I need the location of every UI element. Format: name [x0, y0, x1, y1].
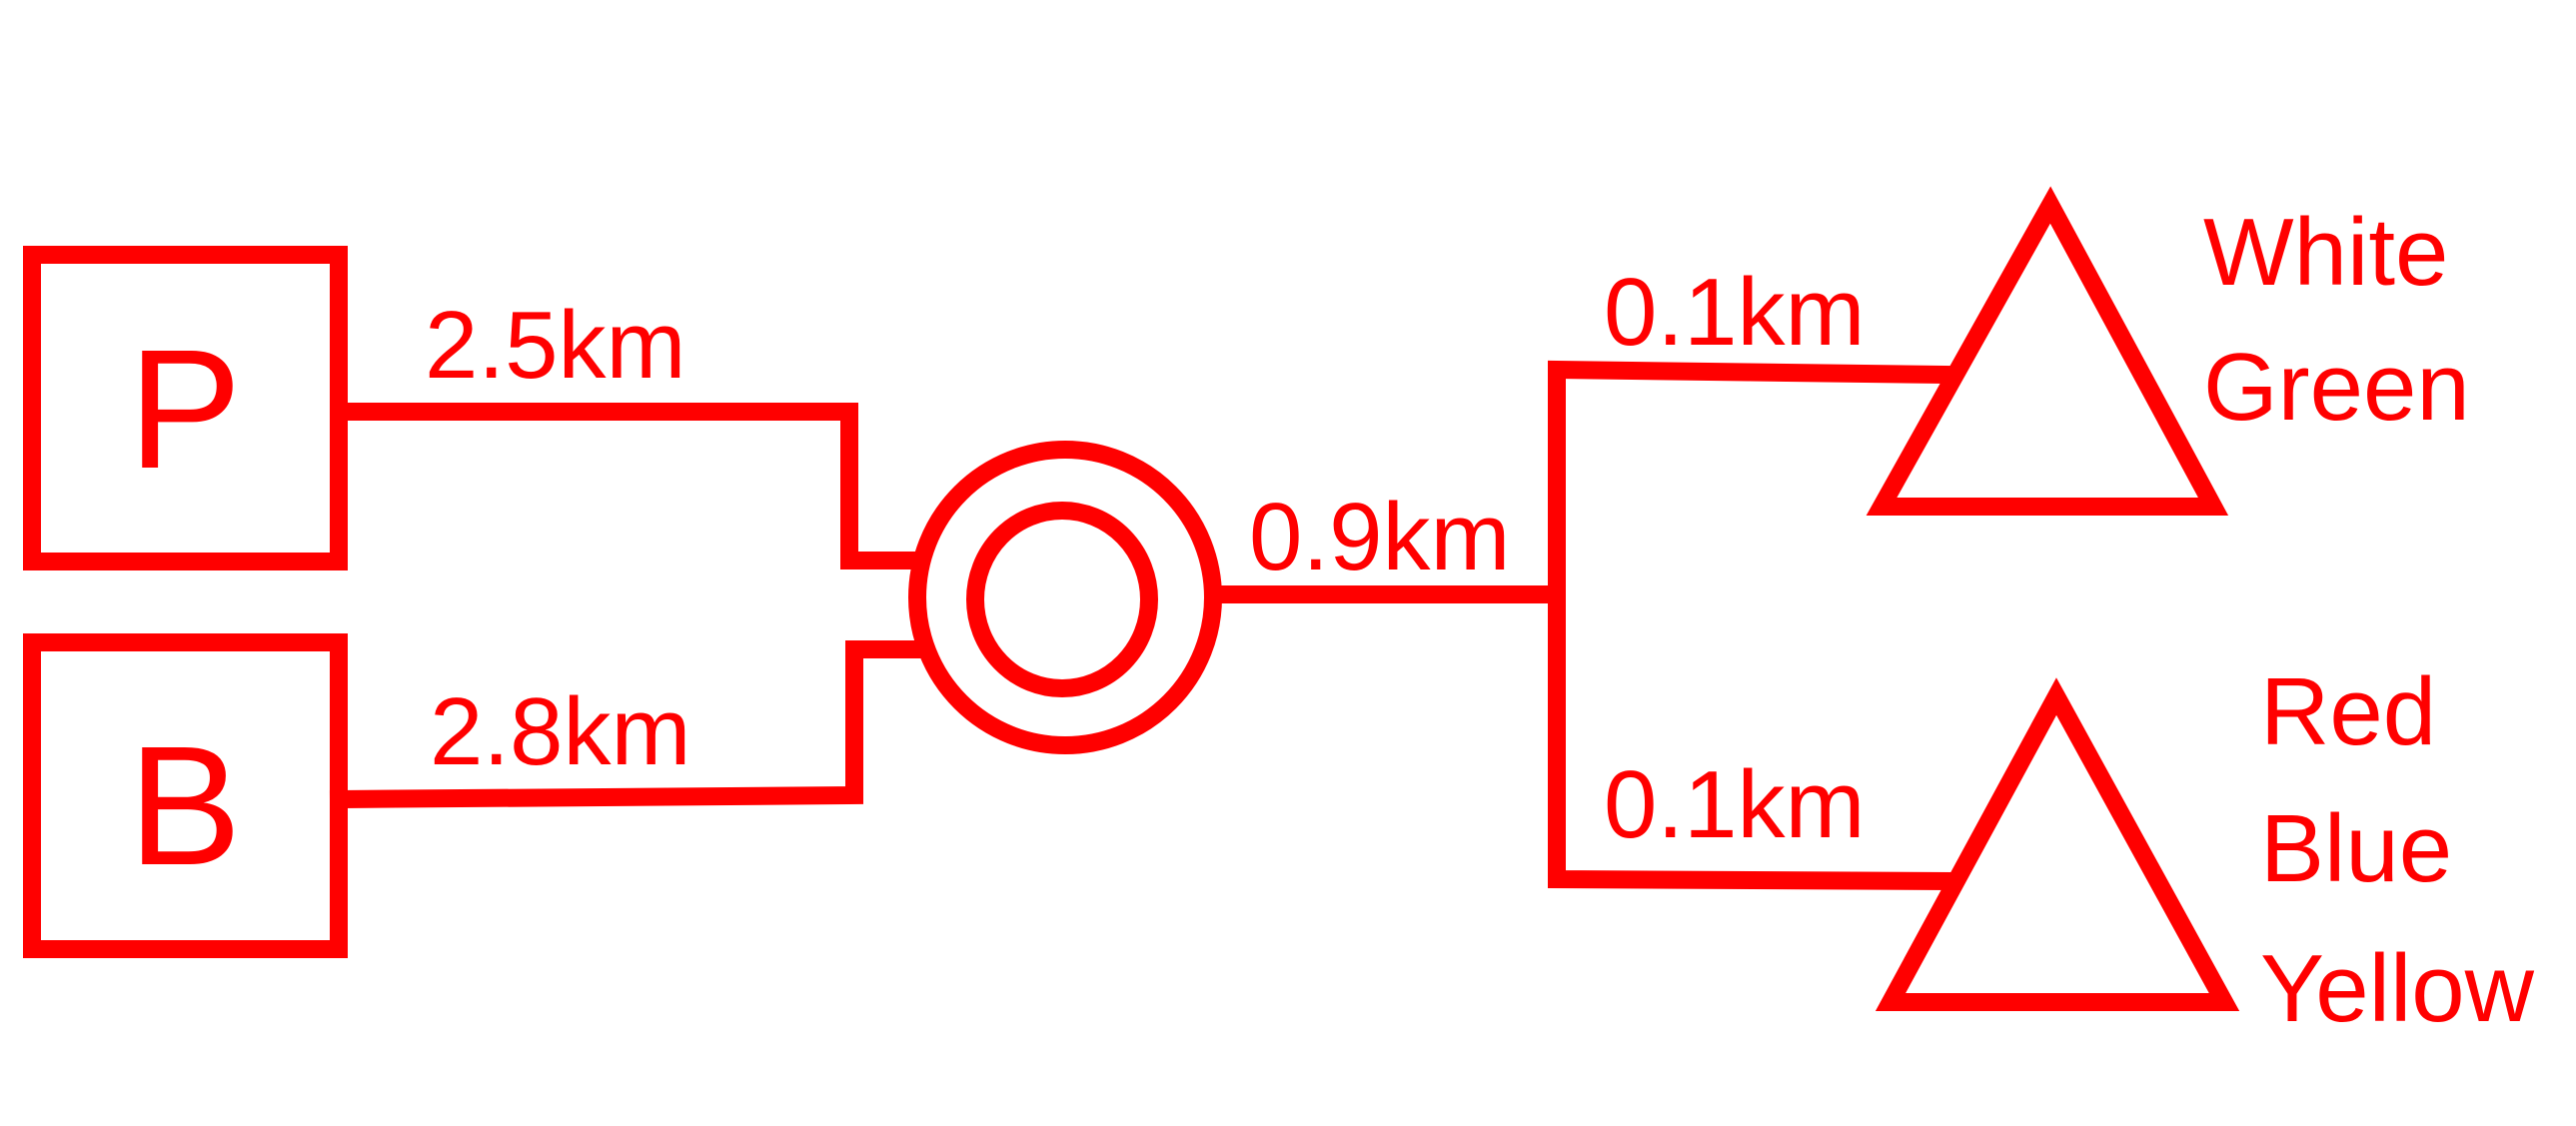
- hub-outer-ring: [908, 441, 1222, 754]
- sink-triangle-top: [1866, 186, 2229, 516]
- source-box-p-label: P: [128, 315, 241, 505]
- distance-label-split-bottom: 0.1km: [1604, 751, 1865, 858]
- connector-b-hub: [329, 640, 923, 809]
- sink-triangle-bottom: [1875, 677, 2240, 1011]
- source-box-p: P: [23, 246, 348, 570]
- sink-bottom-label-blue: Blue: [2260, 795, 2452, 902]
- connector-p-hub: [330, 403, 923, 569]
- distance-label-b-hub: 2.8km: [430, 678, 690, 785]
- hub-double-circle: [908, 441, 1222, 754]
- connector-split-top: [1548, 360, 1956, 603]
- sink-bottom-label-red: Red: [2260, 658, 2436, 765]
- connector-split-bottom: [1548, 585, 1956, 891]
- sink-top-label-green: Green: [2203, 334, 2470, 441]
- source-box-b: B: [23, 633, 348, 958]
- distance-label-hub-split: 0.9km: [1249, 484, 1510, 590]
- sink-top-label-white: White: [2203, 199, 2448, 306]
- distance-label-p-hub: 2.5km: [425, 292, 685, 399]
- hub-inner-ring: [966, 502, 1158, 697]
- sink-bottom-label-yellow: Yellow: [2260, 935, 2535, 1042]
- distance-label-split-top: 0.1km: [1604, 259, 1865, 366]
- source-box-b-label: B: [128, 711, 241, 901]
